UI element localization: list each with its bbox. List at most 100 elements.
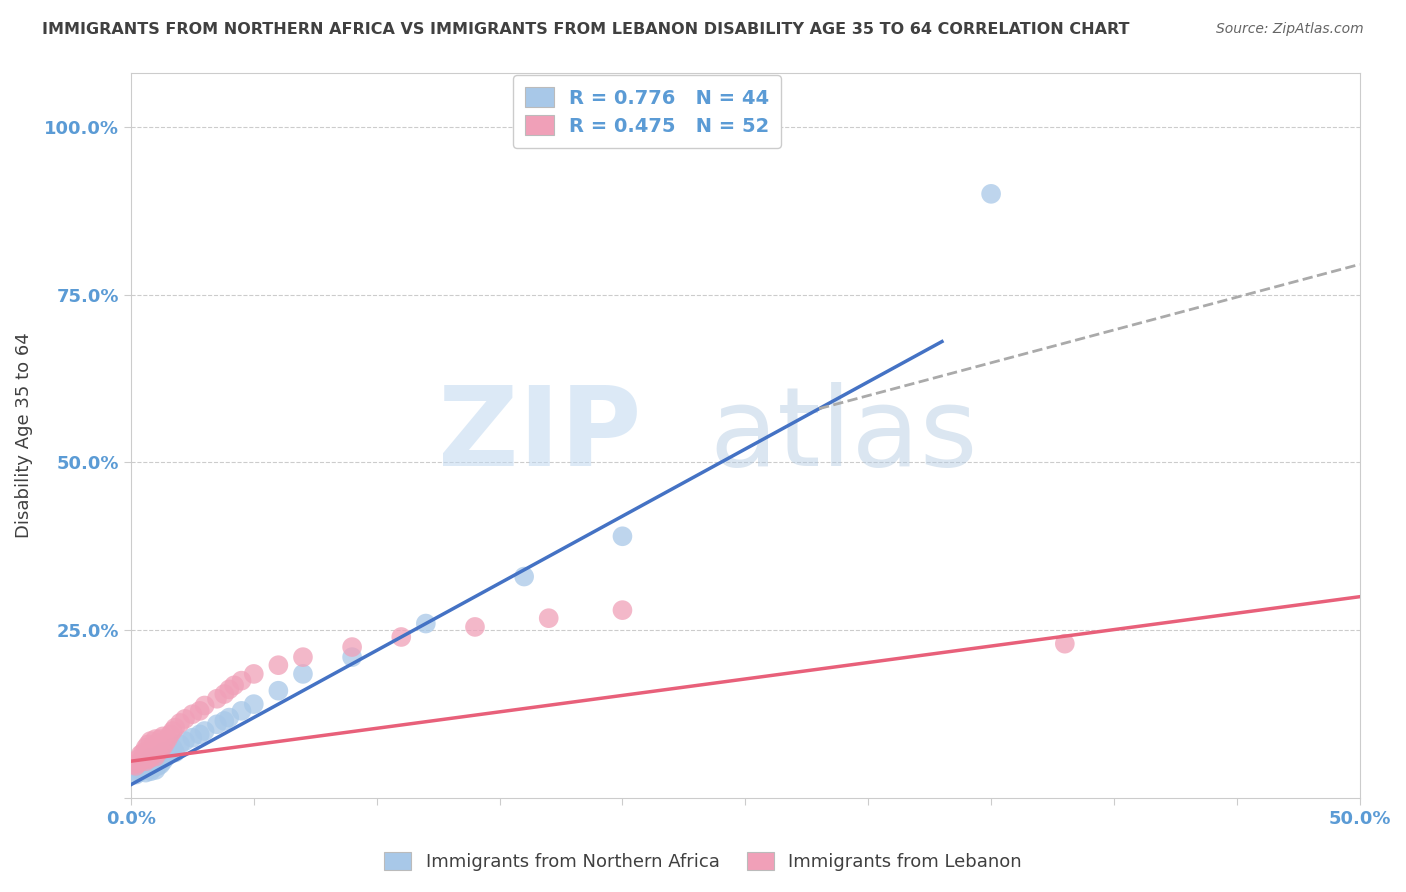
Point [205,717,228,731]
Point [291,650,314,665]
Point [139,759,162,773]
Point [136,746,159,760]
Point [537,611,560,625]
Point [214,714,236,728]
Point [146,746,169,760]
Point [152,740,174,755]
Point [142,754,165,768]
Point [139,751,162,765]
Legend: Immigrants from Northern Africa, Immigrants from Lebanon: Immigrants from Northern Africa, Immigra… [377,845,1029,879]
Point [159,744,181,758]
Point [129,764,152,779]
Point [142,739,165,753]
Text: atlas: atlas [710,382,979,489]
Point [1053,637,1076,651]
Point [145,732,167,747]
Point [152,754,174,768]
Point [129,747,152,762]
Point [181,731,204,745]
Text: ZIP: ZIP [437,382,641,489]
Point [146,751,169,765]
Point [132,752,155,766]
Point [136,752,159,766]
Point [415,616,437,631]
Point [155,736,177,750]
Point [146,736,169,750]
Point [145,763,167,777]
Point [135,757,157,772]
Point [188,727,211,741]
Point [136,754,159,768]
Point [127,756,149,771]
Point [127,765,149,780]
Point [145,740,167,755]
Point [159,727,181,741]
Point [135,765,157,780]
Point [139,751,162,765]
Point [174,734,197,748]
Point [135,740,157,755]
Point [149,732,172,747]
Point [188,704,211,718]
Point [205,691,228,706]
Point [145,749,167,764]
Point [145,752,167,766]
Point [267,658,290,673]
Point [214,687,236,701]
Point [136,738,159,752]
Point [139,764,162,779]
Point [132,763,155,777]
Point [169,715,191,730]
Point [135,747,157,762]
Point [174,712,197,726]
Point [464,620,486,634]
Point [513,569,536,583]
Point [340,650,363,665]
Point [152,746,174,760]
Point [243,697,266,711]
Point [169,738,191,752]
Point [231,704,253,718]
Point [152,730,174,744]
Point [155,751,177,765]
Point [122,757,145,772]
Point [149,747,172,762]
Point [142,747,165,762]
Point [218,682,240,697]
Point [149,743,172,757]
Point [218,710,240,724]
Point [135,754,157,768]
Point [165,721,187,735]
Point [139,743,162,757]
Legend: R = 0.776   N = 44, R = 0.475   N = 52: R = 0.776 N = 44, R = 0.475 N = 52 [513,76,782,147]
Point [267,683,290,698]
Point [162,740,184,755]
Point [149,757,172,772]
Point [231,673,253,688]
Point [165,746,187,760]
Point [194,723,217,738]
Point [146,759,169,773]
Point [162,723,184,738]
Point [132,746,155,760]
Point [127,752,149,766]
Point [243,667,266,681]
Point [389,630,412,644]
Point [194,698,217,713]
Text: IMMIGRANTS FROM NORTHERN AFRICA VS IMMIGRANTS FROM LEBANON DISABILITY AGE 35 TO : IMMIGRANTS FROM NORTHERN AFRICA VS IMMIG… [42,22,1129,37]
Y-axis label: Disability Age 35 to 64: Disability Age 35 to 64 [15,333,32,539]
Point [142,761,165,775]
Point [291,667,314,681]
Point [156,747,179,762]
Point [136,763,159,777]
Point [139,734,162,748]
Point [156,732,179,747]
Point [125,767,148,781]
Point [980,186,1002,201]
Point [181,707,204,722]
Point [612,603,634,617]
Text: Source: ZipAtlas.com: Source: ZipAtlas.com [1216,22,1364,37]
Point [129,754,152,768]
Point [224,678,246,692]
Point [340,640,363,654]
